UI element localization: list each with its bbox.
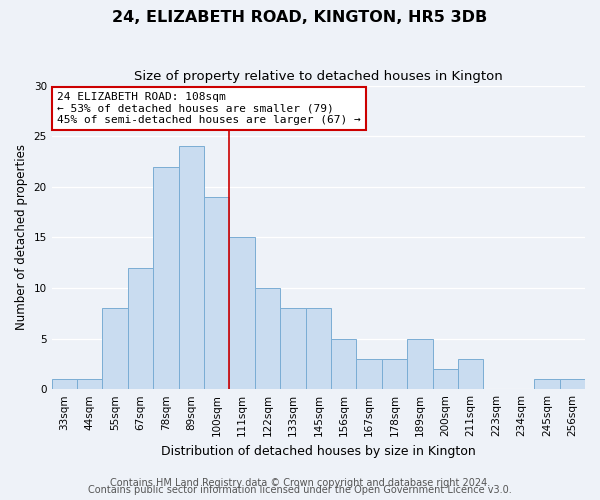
- Text: Contains HM Land Registry data © Crown copyright and database right 2024.: Contains HM Land Registry data © Crown c…: [110, 478, 490, 488]
- Bar: [407, 338, 433, 389]
- X-axis label: Distribution of detached houses by size in Kington: Distribution of detached houses by size …: [161, 444, 476, 458]
- Bar: [560, 379, 585, 389]
- Title: Size of property relative to detached houses in Kington: Size of property relative to detached ho…: [134, 70, 503, 83]
- Bar: [331, 338, 356, 389]
- Bar: [356, 359, 382, 389]
- Bar: [229, 238, 255, 389]
- Bar: [534, 379, 560, 389]
- Bar: [382, 359, 407, 389]
- Bar: [255, 288, 280, 389]
- Bar: [280, 308, 305, 389]
- Bar: [458, 359, 484, 389]
- Bar: [103, 308, 128, 389]
- Y-axis label: Number of detached properties: Number of detached properties: [15, 144, 28, 330]
- Bar: [77, 379, 103, 389]
- Bar: [305, 308, 331, 389]
- Bar: [204, 197, 229, 389]
- Bar: [433, 369, 458, 389]
- Bar: [153, 166, 179, 389]
- Text: 24 ELIZABETH ROAD: 108sqm
← 53% of detached houses are smaller (79)
45% of semi-: 24 ELIZABETH ROAD: 108sqm ← 53% of detac…: [57, 92, 361, 125]
- Text: Contains public sector information licensed under the Open Government Licence v3: Contains public sector information licen…: [88, 485, 512, 495]
- Bar: [52, 379, 77, 389]
- Text: 24, ELIZABETH ROAD, KINGTON, HR5 3DB: 24, ELIZABETH ROAD, KINGTON, HR5 3DB: [112, 10, 488, 25]
- Bar: [179, 146, 204, 389]
- Bar: [128, 268, 153, 389]
